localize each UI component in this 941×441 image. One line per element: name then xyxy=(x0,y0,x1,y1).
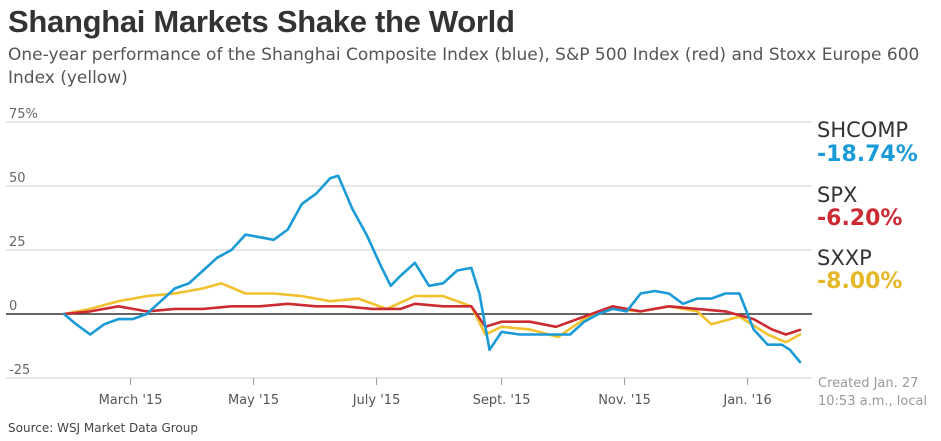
x-tick-label: Nov. '15 xyxy=(598,393,651,408)
x-axis: March '15 May '15 July '15 Sept. '15 Nov. '1… xyxy=(99,378,772,408)
y-tick-label: 25 xyxy=(9,235,26,250)
y-tick-label: 0 xyxy=(9,299,17,314)
series-line-shcomp xyxy=(62,174,802,364)
grid-layer: 75% 50 25 0 -25 xyxy=(6,107,812,379)
series-line-spx xyxy=(62,302,802,336)
legend-spx-label: SPX xyxy=(817,183,858,207)
x-tick-label: July '15 xyxy=(352,393,401,408)
created-date: Created Jan. 27 xyxy=(818,376,919,391)
x-tick-label: Jan. '16 xyxy=(722,393,771,408)
created-timestamp: Created Jan. 27 10:53 a.m., local xyxy=(818,375,927,411)
y-tick-label: 50 xyxy=(9,171,26,186)
x-tick-label: Sept. '15 xyxy=(473,393,531,408)
legend-shcomp-label: SHCOMP xyxy=(817,118,909,142)
legend-sxxp-value: -8.00% xyxy=(817,269,903,294)
chart-subtitle: One-year performance of the Shanghai Com… xyxy=(8,45,920,88)
y-tick-label: -25 xyxy=(9,363,30,378)
source-note: Source: WSJ Market Data Group xyxy=(8,421,198,435)
legend-spx-value: -6.20% xyxy=(817,206,903,231)
series-layer xyxy=(62,174,802,364)
series-line-sxxp xyxy=(62,281,802,344)
x-tick-label: March '15 xyxy=(99,393,163,408)
legend-sxxp-label: SXXP xyxy=(817,246,872,270)
y-tick-label: 75% xyxy=(9,107,38,122)
created-time: 10:53 a.m., local xyxy=(818,394,928,409)
x-tick-label: May '15 xyxy=(228,393,279,408)
chart-title: Shanghai Markets Shake the World xyxy=(8,4,515,39)
legend-shcomp-value: -18.74% xyxy=(817,142,918,167)
